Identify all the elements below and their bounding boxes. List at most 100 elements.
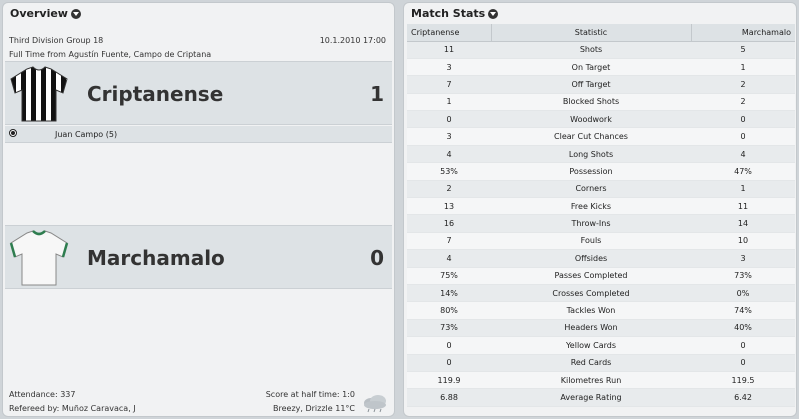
half-time-score: Score at half time: 1:0 bbox=[265, 390, 355, 399]
stats-row: 7 Fouls 10 bbox=[407, 232, 795, 251]
stats-row: 80% Tackles Won 74% bbox=[407, 301, 795, 320]
dropdown-arrow-icon[interactable] bbox=[488, 8, 499, 19]
stat-value-away: 10 bbox=[691, 232, 795, 251]
stats-row: 0 Red Cards 0 bbox=[407, 354, 795, 372]
weather-text: Breezy, Drizzle 11°C bbox=[273, 404, 355, 413]
stat-value-home: 6.88 bbox=[407, 388, 491, 407]
referee[interactable]: Refereed by: Muñoz Caravaca, J bbox=[9, 404, 136, 413]
column-header-away[interactable]: Marchamalo bbox=[691, 24, 795, 42]
stat-value-away: 1 bbox=[691, 180, 795, 199]
stats-row: 73% Headers Won 40% bbox=[407, 319, 795, 338]
stat-name: Kilometres Run bbox=[491, 371, 691, 390]
home-kit-shirt-icon bbox=[10, 66, 68, 122]
venue-line: Full Time from Agustín Fuente, Campo de … bbox=[9, 50, 212, 59]
stat-value-away: 3 bbox=[691, 249, 795, 268]
stats-row: 75% Passes Completed 73% bbox=[407, 267, 795, 285]
stats-row: 11 Shots 5 bbox=[407, 41, 795, 59]
home-score: 1 bbox=[370, 82, 384, 106]
stat-value-away: 5 bbox=[691, 41, 795, 59]
stat-value-home: 3 bbox=[407, 127, 491, 146]
stat-value-home: 1 bbox=[407, 93, 491, 112]
stat-value-away: 74% bbox=[691, 301, 795, 320]
stat-value-away: 6.42 bbox=[691, 388, 795, 407]
stat-value-away: 47% bbox=[691, 162, 795, 181]
stats-row: 119.9 Kilometres Run 119.5 bbox=[407, 371, 795, 390]
stat-value-away: 2 bbox=[691, 93, 795, 112]
stat-value-home: 0 bbox=[407, 110, 491, 129]
match-stats-title: Match Stats bbox=[411, 7, 486, 20]
match-stats-header[interactable]: Match Stats bbox=[411, 7, 499, 20]
stats-row: 13 Free Kicks 11 bbox=[407, 197, 795, 216]
stat-value-away: 11 bbox=[691, 197, 795, 216]
stat-name: Fouls bbox=[491, 232, 691, 251]
stat-name: Crosses Completed bbox=[491, 284, 691, 303]
stat-name: Passes Completed bbox=[491, 267, 691, 285]
stats-row: 2 Corners 1 bbox=[407, 180, 795, 199]
stat-name: Possession bbox=[491, 162, 691, 181]
stat-value-home: 53% bbox=[407, 162, 491, 181]
stats-row: 1 Blocked Shots 2 bbox=[407, 93, 795, 112]
stats-row: 0 Yellow Cards 0 bbox=[407, 336, 795, 355]
stat-name: Blocked Shots bbox=[491, 93, 691, 112]
stat-value-home: 16 bbox=[407, 214, 491, 233]
stat-name: Woodwork bbox=[491, 110, 691, 129]
stat-value-away: 4 bbox=[691, 145, 795, 164]
stat-value-away: 0% bbox=[691, 284, 795, 303]
stat-name: Yellow Cards bbox=[491, 336, 691, 355]
overview-header[interactable]: Overview bbox=[10, 7, 81, 20]
stat-value-home: 80% bbox=[407, 301, 491, 320]
stats-row: 4 Offsides 3 bbox=[407, 249, 795, 268]
stat-value-away: 2 bbox=[691, 75, 795, 94]
stat-value-home: 11 bbox=[407, 41, 491, 59]
goal-scorer[interactable]: Juan Campo (5) bbox=[55, 130, 118, 139]
stats-row: 0 Woodwork 0 bbox=[407, 110, 795, 129]
away-team-name[interactable]: Marchamalo bbox=[87, 246, 225, 270]
home-team-name[interactable]: Criptanense bbox=[87, 82, 224, 106]
stat-value-home: 0 bbox=[407, 336, 491, 355]
stats-row: 16 Throw-Ins 14 bbox=[407, 214, 795, 233]
overview-panel: Overview Third Division Group 18 10.1.20… bbox=[2, 2, 395, 417]
stats-row: 53% Possession 47% bbox=[407, 162, 795, 181]
stat-value-home: 14% bbox=[407, 284, 491, 303]
away-kit-shirt-icon bbox=[9, 230, 69, 286]
away-score: 0 bbox=[370, 246, 384, 270]
stat-name: Throw-Ins bbox=[491, 214, 691, 233]
stat-value-away: 119.5 bbox=[691, 371, 795, 390]
column-header-home[interactable]: Criptanense bbox=[407, 24, 492, 42]
stats-row: 14% Crosses Completed 0% bbox=[407, 284, 795, 303]
stat-value-away: 0 bbox=[691, 354, 795, 372]
stat-value-away: 40% bbox=[691, 319, 795, 338]
stats-row: 3 Clear Cut Chances 0 bbox=[407, 127, 795, 146]
overview-title: Overview bbox=[10, 7, 68, 20]
stat-name: Clear Cut Chances bbox=[491, 127, 691, 146]
stat-name: Tackles Won bbox=[491, 301, 691, 320]
stat-value-home: 75% bbox=[407, 267, 491, 285]
stats-row: 3 On Target 1 bbox=[407, 58, 795, 77]
stat-value-home: 2 bbox=[407, 180, 491, 199]
stat-value-away: 73% bbox=[691, 267, 795, 285]
stats-row: 4 Long Shots 4 bbox=[407, 145, 795, 164]
stat-value-away: 1 bbox=[691, 58, 795, 77]
stat-value-home: 3 bbox=[407, 58, 491, 77]
match-datetime: 10.1.2010 17:00 bbox=[319, 36, 386, 45]
stat-name: Long Shots bbox=[491, 145, 691, 164]
stat-value-home: 7 bbox=[407, 232, 491, 251]
stats-row: 6.88 Average Rating 6.42 bbox=[407, 388, 795, 407]
drizzle-cloud-icon bbox=[364, 395, 386, 413]
stat-value-away: 0 bbox=[691, 127, 795, 146]
stat-name: Red Cards bbox=[491, 354, 691, 372]
stat-value-home: 13 bbox=[407, 197, 491, 216]
stat-value-away: 14 bbox=[691, 214, 795, 233]
stat-name: Off Target bbox=[491, 75, 691, 94]
dropdown-arrow-icon[interactable] bbox=[70, 8, 81, 19]
stat-name: Average Rating bbox=[491, 388, 691, 407]
stats-table: Criptanense Statistic Marchamalo 11 Shots… bbox=[407, 24, 795, 407]
attendance: Attendance: 337 bbox=[9, 390, 76, 399]
home-team-band: Criptanense 1 bbox=[5, 61, 392, 125]
match-stats-panel: Match Stats Criptanense Statistic Marcha… bbox=[403, 2, 797, 417]
competition-name[interactable]: Third Division Group 18 bbox=[9, 36, 104, 45]
stat-value-home: 4 bbox=[407, 145, 491, 164]
stat-value-away: 0 bbox=[691, 110, 795, 129]
column-header-statistic[interactable]: Statistic bbox=[491, 24, 692, 42]
stat-value-home: 119.9 bbox=[407, 371, 491, 390]
